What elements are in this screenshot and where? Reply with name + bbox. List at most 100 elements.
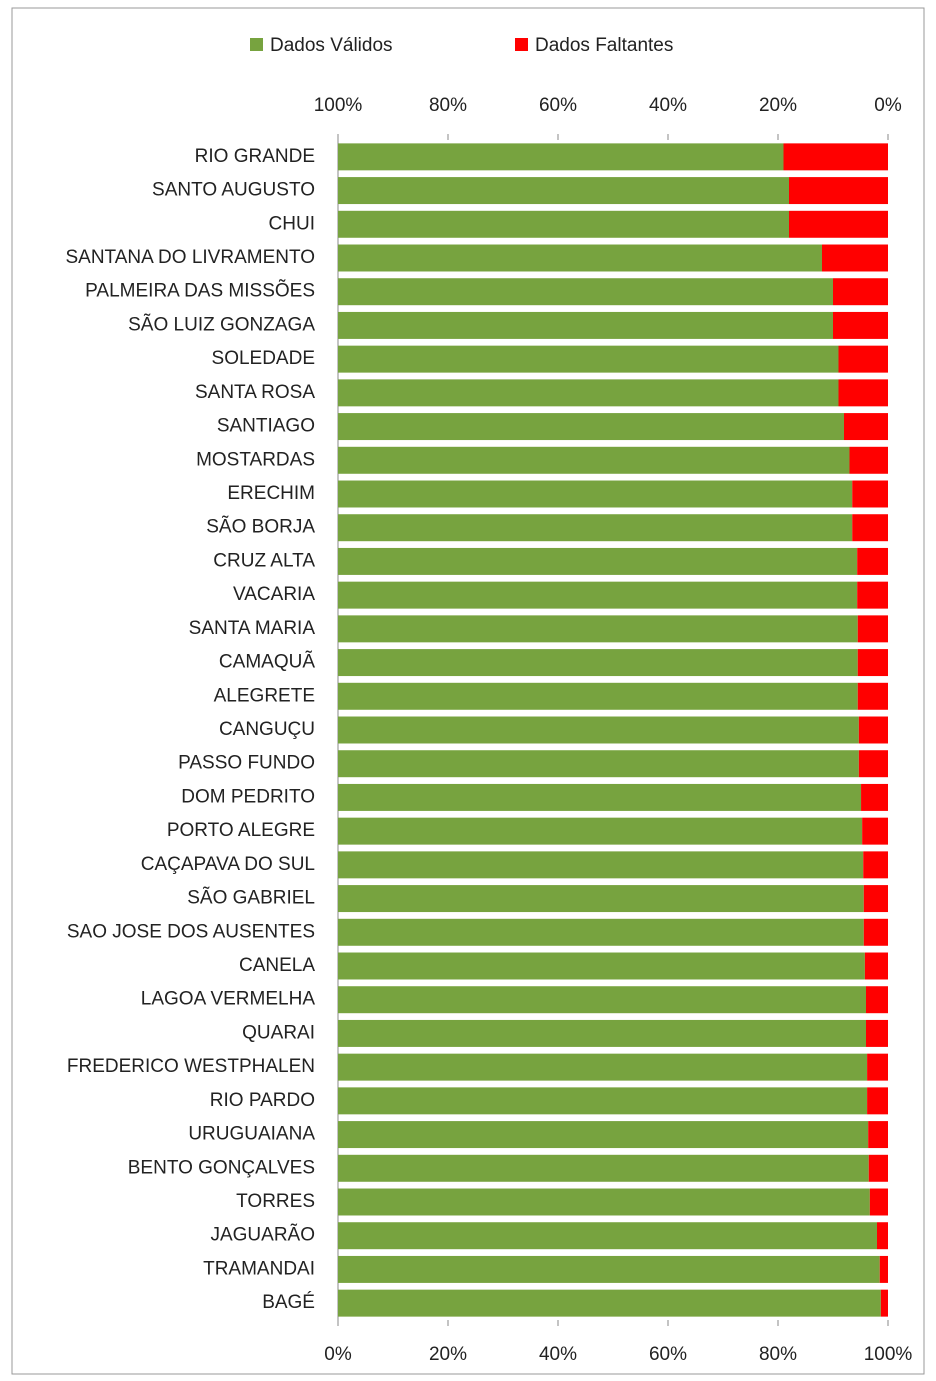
- bar-segment: [868, 1154, 888, 1182]
- bar-segment: [822, 244, 888, 272]
- x2-tick-label: 80%: [429, 95, 467, 116]
- bar-segment: [783, 143, 888, 171]
- bar-segment: [833, 311, 888, 339]
- bar-segment: [338, 885, 864, 913]
- bar-segment: [338, 345, 839, 373]
- bar-segment: [338, 682, 858, 710]
- x2-tick-label: 60%: [539, 95, 577, 116]
- bar-segment: [338, 1154, 869, 1182]
- bar-segment: [338, 244, 822, 272]
- bar-segment: [338, 986, 866, 1014]
- y-tick-label: BENTO GONÇALVES: [128, 1157, 315, 1178]
- x-tick-label: 100%: [864, 1344, 913, 1365]
- y-tick-label: SANTO AUGUSTO: [152, 180, 315, 201]
- y-tick-label: RIO PARDO: [210, 1090, 315, 1111]
- x-tick-label: 80%: [759, 1344, 797, 1365]
- bar-segment: [858, 750, 888, 778]
- bar-segment: [338, 1289, 881, 1317]
- bar-segment: [863, 918, 888, 946]
- bar-segment: [338, 311, 833, 339]
- bar-segment: [338, 514, 853, 542]
- bar-segment: [338, 649, 858, 677]
- y-tick-label: SANTA MARIA: [189, 618, 316, 639]
- y-tick-label: CAMAQUÃ: [219, 651, 315, 673]
- y-tick-label: SANTANA DO LIVRAMENTO: [65, 247, 315, 268]
- bar-segment: [338, 1053, 868, 1081]
- y-tick-label: SÃO BORJA: [206, 516, 315, 538]
- x2-tick-label: 100%: [314, 95, 363, 116]
- y-tick-label: CAÇAPAVA DO SUL: [141, 854, 315, 875]
- bar-segment: [863, 851, 888, 879]
- y-tick-label: FREDERICO WESTPHALEN: [67, 1056, 315, 1077]
- bar-segment: [864, 952, 888, 980]
- y-tick-label: CANGUÇU: [219, 719, 315, 740]
- bar-segment: [868, 1121, 888, 1149]
- bar-segment: [863, 885, 888, 913]
- y-tick-label: ALEGRETE: [214, 685, 315, 706]
- bar-segment: [338, 480, 853, 508]
- x-tick-label: 0%: [324, 1344, 352, 1365]
- bar-segment: [338, 918, 864, 946]
- x2-tick-label: 20%: [759, 95, 797, 116]
- y-tick-label: DOM PEDRITO: [181, 786, 315, 807]
- y-tick-label: CHUI: [269, 213, 315, 234]
- bar-segment: [852, 480, 888, 508]
- bar-segment: [338, 278, 833, 306]
- bar-segment: [880, 1289, 888, 1317]
- y-tick-label: MOSTARDAS: [196, 449, 315, 470]
- legend-label: Dados Válidos: [270, 35, 393, 56]
- bar-segment: [857, 682, 888, 710]
- bar-segment: [857, 649, 888, 677]
- y-tick-label: JAGUARÃO: [210, 1224, 315, 1246]
- bar-segment: [338, 143, 784, 171]
- y-tick-label: TRAMANDAI: [203, 1258, 315, 1279]
- bar-segment: [338, 817, 863, 845]
- bar-segment: [877, 1222, 888, 1250]
- bar-segment: [338, 1188, 870, 1216]
- y-tick-label: PORTO ALEGRE: [167, 820, 315, 841]
- y-tick-label: PASSO FUNDO: [178, 753, 315, 774]
- bar-segment: [338, 1019, 866, 1047]
- y-tick-label: BAGÉ: [262, 1292, 315, 1313]
- bar-segment: [338, 1222, 877, 1250]
- y-tick-label: SÃO GABRIEL: [187, 887, 315, 909]
- bar-segment: [866, 986, 888, 1014]
- bar-segment: [338, 177, 789, 205]
- bar-segment: [338, 1255, 880, 1283]
- y-tick-label: LAGOA VERMELHA: [141, 989, 316, 1010]
- y-tick-label: PALMEIRA DAS MISSÕES: [85, 280, 315, 302]
- bar-segment: [858, 716, 888, 744]
- bar-segment: [838, 345, 888, 373]
- y-tick-label: SANTA ROSA: [195, 382, 315, 403]
- bar-segment: [861, 783, 888, 811]
- y-tick-label: VACARIA: [233, 584, 315, 605]
- bar-segment: [338, 446, 850, 474]
- y-tick-label: SAO JOSE DOS AUSENTES: [67, 921, 315, 942]
- legend-swatch: [515, 38, 528, 51]
- y-tick-label: CANELA: [239, 955, 315, 976]
- bar-segment: [338, 210, 789, 238]
- bar-segment: [338, 581, 858, 609]
- y-tick-label: URUGUAIANA: [188, 1124, 315, 1145]
- bar-segment: [789, 210, 888, 238]
- x-tick-label: 60%: [649, 1344, 687, 1365]
- bar-segment: [857, 615, 888, 643]
- bar-segment: [866, 1019, 888, 1047]
- y-tick-label: SÃO LUIZ GONZAGA: [128, 313, 315, 335]
- bar-segment: [338, 413, 844, 441]
- bar-segment: [844, 413, 888, 441]
- y-tick-label: RIO GRANDE: [195, 146, 315, 167]
- bar-segment: [833, 278, 888, 306]
- bar-segment: [852, 514, 888, 542]
- legend-swatch: [250, 38, 263, 51]
- y-tick-label: CRUZ ALTA: [213, 550, 315, 571]
- bar-segment: [338, 716, 859, 744]
- bar-segment: [338, 750, 859, 778]
- bar-segment: [857, 547, 888, 575]
- bar-segment: [338, 547, 858, 575]
- bar-segment: [789, 177, 888, 205]
- bar-segment: [338, 851, 864, 879]
- bar-segment: [338, 615, 858, 643]
- y-tick-label: SOLEDADE: [212, 348, 315, 369]
